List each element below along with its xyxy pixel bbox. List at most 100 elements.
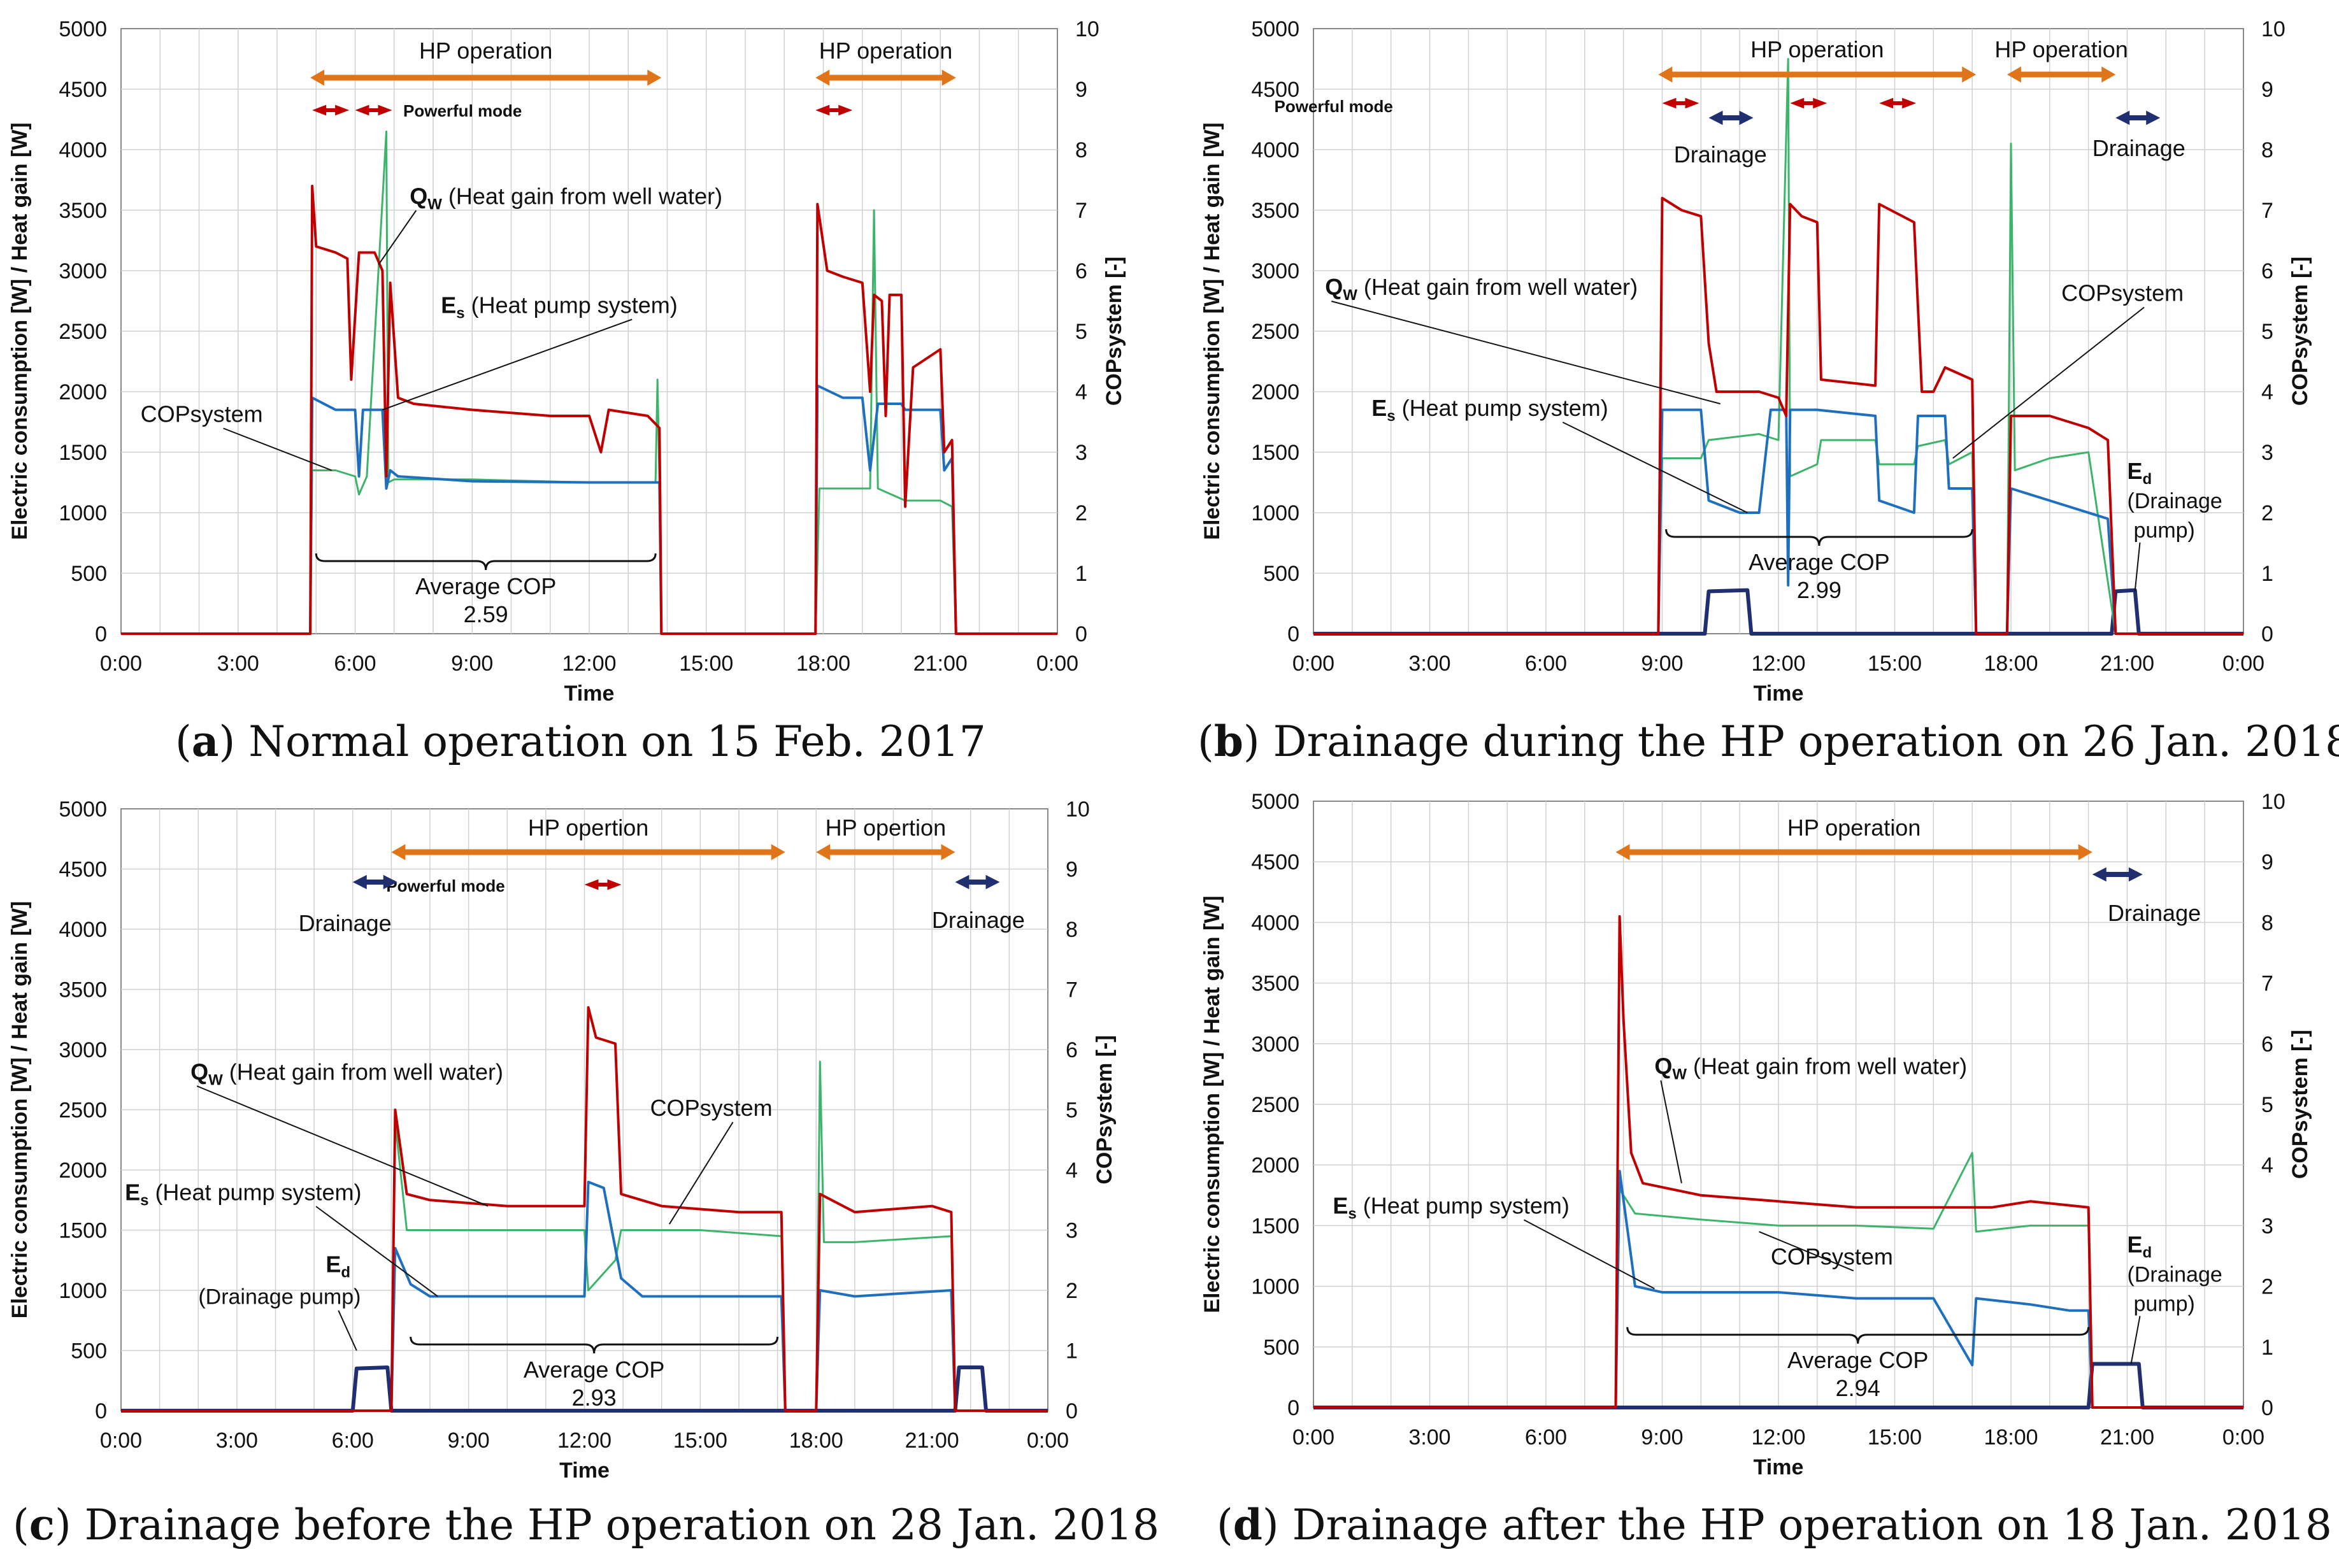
y-tick-left: 1500 (59, 1219, 107, 1243)
chart-panel-a: 0 500 1000 1500 2000 2500 3000 3500 4000 4500 5000… (8, 17, 1126, 706)
average-cop-brace (410, 1336, 779, 1354)
y-tick-left: 5000 (1251, 17, 1299, 41)
drainage-arrow-head-left (1708, 110, 1723, 125)
y-tick-left: 3000 (59, 1038, 107, 1062)
ed-leader-line (2134, 542, 2141, 592)
ed-label-line1: (Drainage (2128, 489, 2222, 513)
hp-operation-arrow-head-left (815, 69, 830, 86)
y-tick-left: 3500 (1251, 972, 1299, 996)
x-tick: 21:00 (913, 652, 968, 676)
hp-operation-arrow-head-left (391, 844, 406, 860)
y-tick-left: 4500 (59, 78, 107, 102)
x-axis-title: Time (559, 1458, 610, 1483)
y-tick-left: 2500 (59, 320, 107, 344)
x-tick: 21:00 (2100, 652, 2154, 676)
powerful-mode-label: Powerful mode (403, 101, 522, 120)
y-axis-title-left: Electric consumption [W] / Heat gain [W] (8, 901, 32, 1318)
powerful-mode-arrow-head-right (607, 879, 622, 890)
x-tick: 15:00 (679, 652, 733, 676)
hp-operation-arrow-head-left (1615, 844, 1630, 860)
y-tick-left: 2000 (59, 380, 107, 404)
y-tick-left: 3000 (59, 259, 107, 283)
y-tick-right: 8 (2261, 138, 2273, 162)
hp-operation-arrow-head-left (816, 844, 831, 860)
y-tick-right: 6 (2261, 1032, 2273, 1057)
es-leader-line (1523, 1219, 1655, 1290)
y-tick-right: 5 (1075, 320, 1087, 344)
y-tick-right: 5 (2261, 1093, 2273, 1117)
es-leader-line (1562, 422, 1748, 513)
powerful-mode-arrow-head-right (838, 104, 853, 116)
x-tick: 0:00 (1036, 652, 1078, 676)
powerful-mode-arrow-head-left (584, 879, 599, 890)
qw-label: QW (Heat gain from well water) (190, 1058, 503, 1088)
drainage-arrow-head-left (2092, 867, 2107, 882)
y-tick-left: 0 (1287, 1396, 1299, 1420)
y-tick-left: 2000 (59, 1158, 107, 1183)
y-tick-left: 3500 (59, 199, 107, 223)
y-tick-left: 500 (71, 562, 107, 586)
series-ed (1313, 588, 2243, 636)
qw-leader-line (1660, 1080, 1682, 1183)
y-tick-right: 3 (2261, 1214, 2273, 1238)
ed-label-line2: pump) (2134, 1292, 2195, 1316)
x-tick: 3:00 (216, 1429, 258, 1453)
y-tick-left: 0 (1287, 622, 1299, 646)
cop-leader-line (223, 427, 333, 471)
es-label: Es (Heat pump system) (441, 292, 677, 322)
series-es (121, 1180, 1048, 1412)
hp-operation-arrow-head-right (647, 69, 662, 86)
y-tick-left: 1000 (1251, 501, 1299, 525)
cop-leader-line (1952, 306, 2145, 459)
powerful-mode-label: Powerful mode (386, 876, 504, 895)
drainage-label: Drainage (299, 910, 392, 936)
powerful-mode-arrow-head-right (378, 104, 392, 116)
caption-b: (b) Drainage during the HP operation on … (1198, 716, 2339, 766)
y-axis-title-left: Electric consumption [W] / Heat gain [W] (8, 122, 32, 539)
powerful-mode-arrow-head-right (1685, 97, 1699, 109)
x-tick: 18:00 (1984, 1425, 2038, 1450)
y-tick-right: 7 (2261, 199, 2273, 223)
caption-c: (c) Drainage before the HP operation on … (13, 1500, 1160, 1550)
cop-label: COPsystem (141, 401, 263, 427)
x-tick: 0:00 (1027, 1429, 1069, 1453)
cop-leader-line (1759, 1230, 1854, 1272)
y-tick-left: 4000 (1251, 911, 1299, 935)
drainage-arrow-head-right (1739, 110, 1754, 125)
ed-label: Ed (2128, 1231, 2152, 1261)
x-tick: 9:00 (451, 652, 493, 676)
drainage-label: Drainage (2092, 135, 2185, 161)
y-tick-right: 0 (1066, 1399, 1078, 1423)
drainage-arrow-head-left (955, 874, 969, 890)
x-tick: 21:00 (2100, 1425, 2154, 1450)
y-tick-right: 1 (2261, 1336, 2273, 1360)
x-tick: 0:00 (100, 1429, 142, 1453)
series-cop (121, 1060, 1048, 1412)
y-axis-title-right: COPsystem [-] (2288, 257, 2312, 406)
hp-operation-arrow-head-right (771, 844, 785, 860)
x-tick: 12:00 (557, 1429, 612, 1453)
es-label: Es (Heat pump system) (1333, 1192, 1569, 1222)
x-tick: 0:00 (2222, 652, 2264, 676)
qw-leader-line (1331, 301, 1721, 404)
hp-operation-label: HP operation (1750, 36, 1884, 62)
y-tick-right: 2 (2261, 501, 2273, 525)
x-tick: 0:00 (2222, 1425, 2264, 1450)
hp-operation-label: HP operation (1994, 36, 2128, 62)
y-tick-right: 6 (1075, 259, 1087, 283)
x-tick: 12:00 (1751, 652, 1805, 676)
y-tick-right: 1 (1066, 1339, 1078, 1364)
x-tick: 9:00 (1641, 1425, 1683, 1450)
drainage-label: Drainage (1674, 141, 1767, 167)
y-tick-left: 4000 (59, 138, 107, 162)
y-tick-left: 1000 (59, 1279, 107, 1303)
x-tick: 3:00 (1408, 652, 1450, 676)
y-axis-title-left: Electric consumption [W] / Heat gain [W] (1200, 122, 1224, 539)
ed-label: Ed (325, 1251, 350, 1281)
y-tick-left: 2500 (1251, 1093, 1299, 1117)
qw-label: QW (Heat gain from well water) (1654, 1053, 1967, 1083)
y-tick-left: 3000 (1251, 259, 1299, 283)
y-axis-title-right: COPsystem [-] (2288, 1030, 2312, 1179)
